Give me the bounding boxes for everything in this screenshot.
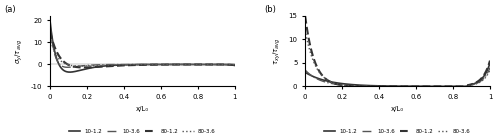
80-3.6: [302, 29, 308, 31]
10-1.2: [464, 86, 469, 87]
80-3.6: [323, 78, 329, 80]
10-3.6: [464, 86, 469, 87]
10-3.6: [373, 86, 379, 87]
10-1.2: [323, 80, 329, 82]
Y-axis label: $\tau_{xy}/\tau_{avg}$: $\tau_{xy}/\tau_{avg}$: [272, 37, 283, 65]
Line: 80-1.2: 80-1.2: [305, 16, 490, 86]
80-3.6: [373, 86, 379, 87]
10-1.2: [302, 72, 308, 73]
80-3.6: [208, 64, 214, 65]
80-3.6: [118, 64, 124, 66]
80-1.2: [334, 83, 340, 85]
10-3.6: [208, 64, 214, 65]
10-1.2: [79, 69, 85, 71]
80-1.2: [302, 15, 308, 17]
10-3.6: [64, 66, 70, 68]
10-1.2: [232, 65, 238, 66]
10-3.6: [228, 64, 234, 66]
10-3.6: [232, 64, 238, 66]
80-3.6: [464, 86, 469, 87]
10-3.6: [79, 65, 85, 67]
10-1.2: [465, 86, 471, 87]
10-3.6: [484, 74, 490, 76]
80-1.2: [487, 60, 493, 61]
80-1.2: [373, 86, 379, 87]
10-3.6: [323, 82, 329, 83]
10-1.2: [208, 64, 214, 65]
10-1.2: [68, 71, 74, 73]
10-3.6: [47, 24, 53, 26]
10-3.6: [334, 84, 340, 85]
Legend: 10-1.2, 10-3.6, 80-1.2, 80-3.6: 10-1.2, 10-3.6, 80-1.2, 80-3.6: [67, 127, 218, 133]
Line: 10-3.6: 10-3.6: [305, 68, 490, 86]
Legend: 10-1.2, 10-3.6, 80-1.2, 80-3.6: 10-1.2, 10-3.6, 80-1.2, 80-3.6: [322, 127, 473, 133]
Y-axis label: $\sigma_y/\tau_{avg}$: $\sigma_y/\tau_{avg}$: [14, 39, 26, 64]
80-3.6: [68, 65, 74, 66]
80-1.2: [484, 70, 490, 71]
80-3.6: [79, 65, 85, 67]
Line: 10-1.2: 10-1.2: [50, 20, 235, 72]
80-1.2: [68, 65, 74, 67]
10-3.6: [465, 86, 471, 87]
10-1.2: [126, 64, 132, 66]
Line: 80-3.6: 80-3.6: [305, 30, 490, 86]
80-3.6: [334, 83, 340, 85]
80-1.2: [80, 67, 86, 68]
Line: 80-1.2: 80-1.2: [50, 31, 235, 67]
80-1.2: [47, 31, 53, 32]
10-1.2: [484, 71, 490, 73]
80-3.6: [47, 37, 53, 39]
10-1.2: [47, 20, 53, 21]
80-1.2: [465, 86, 471, 87]
80-3.6: [381, 86, 387, 87]
10-1.2: [373, 85, 379, 87]
80-3.6: [228, 64, 234, 65]
80-1.2: [228, 64, 234, 65]
10-1.2: [67, 71, 73, 73]
10-3.6: [381, 86, 387, 87]
Text: (b): (b): [264, 5, 276, 14]
10-3.6: [118, 64, 124, 65]
Line: 80-3.6: 80-3.6: [50, 38, 235, 66]
X-axis label: x/L₀: x/L₀: [391, 106, 404, 112]
10-1.2: [487, 62, 493, 64]
Line: 10-1.2: 10-1.2: [305, 63, 490, 86]
80-1.2: [232, 64, 238, 66]
10-3.6: [126, 64, 132, 65]
80-1.2: [79, 67, 85, 68]
10-3.6: [487, 67, 493, 68]
80-1.2: [323, 78, 329, 80]
10-1.2: [228, 64, 234, 66]
80-3.6: [465, 86, 471, 87]
10-1.2: [334, 82, 340, 84]
80-3.6: [484, 76, 490, 77]
80-1.2: [208, 64, 214, 65]
X-axis label: x/L₀: x/L₀: [136, 106, 149, 112]
80-3.6: [232, 64, 238, 66]
80-3.6: [487, 69, 493, 71]
80-3.6: [126, 64, 132, 65]
10-1.2: [381, 85, 387, 87]
10-3.6: [302, 69, 308, 71]
Line: 10-3.6: 10-3.6: [50, 25, 235, 67]
80-1.2: [118, 65, 124, 66]
80-3.6: [76, 65, 82, 67]
10-1.2: [118, 64, 124, 66]
80-1.2: [464, 86, 469, 87]
Text: (a): (a): [4, 5, 16, 14]
10-3.6: [68, 66, 74, 68]
80-1.2: [381, 86, 387, 87]
80-1.2: [126, 64, 132, 66]
